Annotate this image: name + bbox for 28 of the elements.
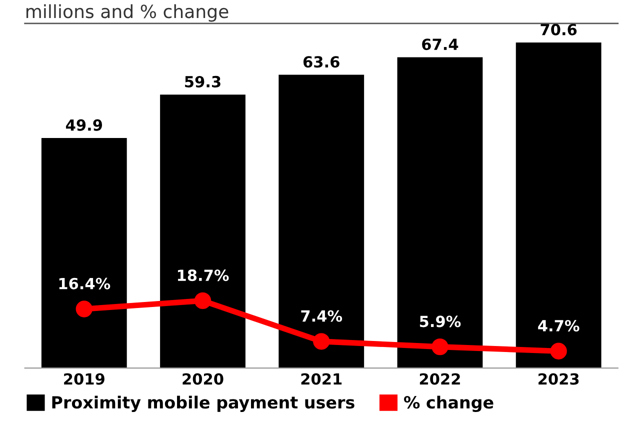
data-label: 18.7% (178, 270, 229, 282)
x-tick-label: 2020 (182, 373, 224, 385)
data-label: 5.9% (420, 316, 461, 328)
point (432, 338, 448, 356)
legend-label: Proximity mobile payment users (52, 396, 354, 412)
point (313, 333, 330, 350)
point (550, 342, 567, 360)
chart-subtitle: millions and % change (26, 4, 228, 22)
data-label: 63.6 (303, 56, 340, 68)
bar (278, 74, 364, 368)
bar (397, 57, 483, 368)
point (76, 300, 92, 318)
x-tick-label: 2021 (301, 373, 342, 385)
data-label: 70.6 (540, 24, 577, 36)
legend-label: % change (404, 396, 494, 412)
x-tick-label: 2019 (64, 373, 104, 385)
data-label: 67.4 (422, 38, 458, 50)
data-label: 49.9 (66, 119, 102, 131)
data-label: 4.7% (538, 320, 580, 332)
point (194, 292, 212, 310)
bar (160, 94, 246, 368)
data-label: 59.3 (185, 76, 220, 88)
bar (41, 138, 127, 368)
x-tick-label: 2023 (538, 373, 579, 385)
bar (516, 42, 602, 368)
x-tick-label: 2022 (420, 373, 460, 385)
data-label: 7.4% (301, 310, 342, 322)
data-label: 16.4% (59, 278, 110, 290)
